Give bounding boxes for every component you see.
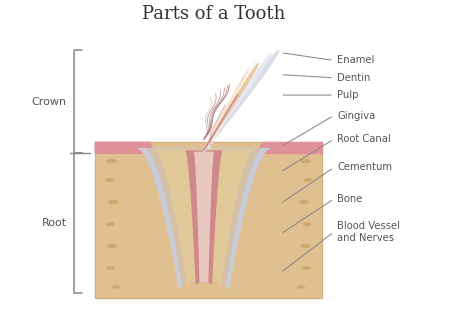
Text: Dentin: Dentin [337,73,371,83]
Ellipse shape [108,200,118,204]
Polygon shape [204,64,258,150]
Polygon shape [194,152,213,282]
Polygon shape [204,68,249,149]
Text: Parts of a Tooth: Parts of a Tooth [142,5,285,23]
Ellipse shape [112,285,121,289]
Polygon shape [257,142,322,153]
Text: Blood Vessel
and Nerves: Blood Vessel and Nerves [337,221,400,243]
Polygon shape [155,150,253,285]
Ellipse shape [106,222,115,226]
Text: Crown: Crown [32,97,67,107]
Text: Gingiva: Gingiva [337,111,375,120]
Ellipse shape [297,285,305,289]
Polygon shape [186,151,222,284]
Polygon shape [139,149,269,289]
Text: Bone: Bone [337,194,363,204]
Ellipse shape [299,200,310,204]
Ellipse shape [302,222,311,226]
Text: Pulp: Pulp [337,90,358,100]
Polygon shape [204,51,279,152]
Ellipse shape [302,266,311,270]
Ellipse shape [106,266,116,270]
Ellipse shape [300,244,310,248]
Polygon shape [95,142,155,153]
Ellipse shape [107,159,117,163]
Polygon shape [209,60,256,149]
Text: Root Canal: Root Canal [337,134,391,144]
Ellipse shape [303,178,313,182]
Ellipse shape [301,159,311,163]
Text: Cementum: Cementum [337,162,392,173]
Polygon shape [146,149,262,287]
Polygon shape [95,142,322,298]
Text: Root: Root [42,218,67,228]
Polygon shape [204,54,271,150]
Ellipse shape [105,178,114,182]
Text: Enamel: Enamel [337,56,374,65]
Ellipse shape [107,244,117,248]
Polygon shape [210,105,225,145]
Polygon shape [204,94,238,150]
